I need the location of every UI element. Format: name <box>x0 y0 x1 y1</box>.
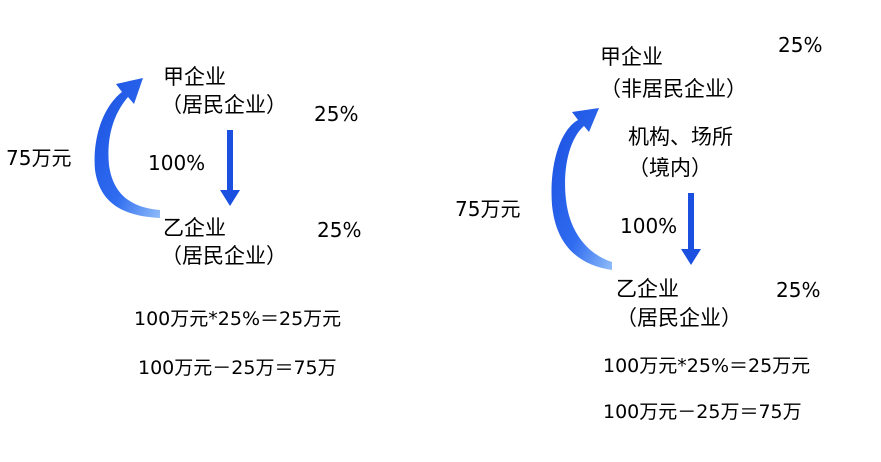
right-return-amount: 75万元 <box>455 197 521 221</box>
right-parent-rate: 25% <box>778 33 823 57</box>
right-formula-net: 100万元－25万＝75万 <box>603 401 802 423</box>
right-ownership-down-arrow <box>681 193 701 265</box>
right-sub-name: 乙企业 <box>616 277 679 301</box>
right-establishment: 机构、场所 <box>628 125 733 149</box>
right-ownership-label: 100% <box>620 214 678 238</box>
left-parent-rate: 25% <box>314 102 359 126</box>
right-sub-type: （居民企业） <box>616 306 742 330</box>
left-parent-type: （居民企业） <box>161 93 287 117</box>
right-sub-rate: 25% <box>776 278 821 302</box>
left-sub-rate: 25% <box>317 218 362 242</box>
left-return-curve-arrow <box>94 78 160 218</box>
right-return-curve-arrow <box>551 108 612 270</box>
left-sub-name: 乙企业 <box>163 216 226 240</box>
left-formula-net: 100万元－25万＝75万 <box>138 357 337 379</box>
left-parent-name: 甲企业 <box>163 65 226 89</box>
left-ownership-down-arrow <box>220 130 240 206</box>
right-parent-type: （非居民企业） <box>600 77 747 101</box>
right-formula-tax: 100万元*25%＝25万元 <box>603 355 811 377</box>
right-parent-name: 甲企业 <box>600 45 663 69</box>
left-formula-tax: 100万元*25%＝25万元 <box>134 308 342 330</box>
left-sub-type: （居民企业） <box>161 244 287 268</box>
right-establishment-location: （境内） <box>628 156 712 180</box>
left-return-amount: 75万元 <box>6 146 72 170</box>
left-ownership-label: 100% <box>148 151 206 175</box>
